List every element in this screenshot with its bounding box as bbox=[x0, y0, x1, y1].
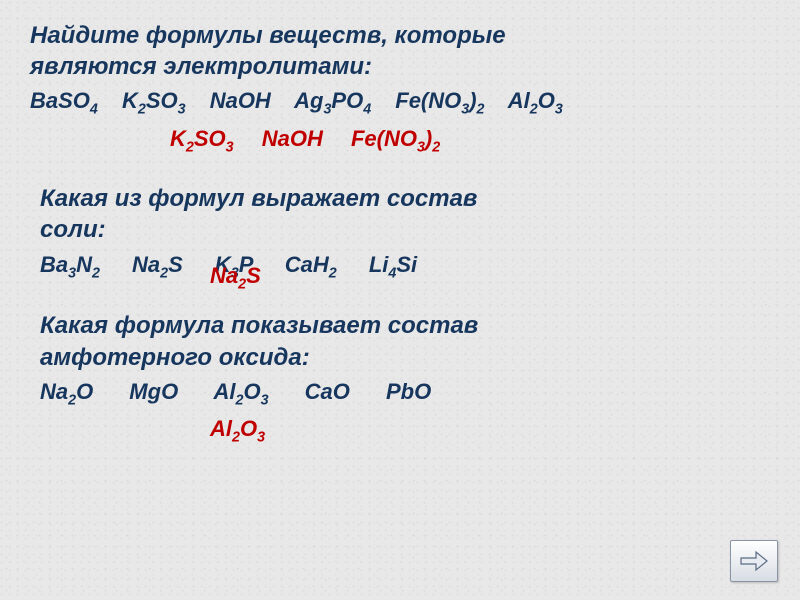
q3-line2: амфотерного оксида: bbox=[40, 342, 770, 373]
arrow-right-icon bbox=[739, 549, 769, 573]
next-button[interactable] bbox=[730, 540, 778, 582]
q1-formulas: BaSO4 K2SO3 NaOH Ag3PO4 Fe(NO3)2 Al2O3 bbox=[30, 86, 770, 119]
q3-formulas: Na2O MgO Al2O3 CaO PbO bbox=[40, 377, 770, 410]
q2-line2: соли: bbox=[40, 214, 770, 245]
q2-line1: Какая из формул выражает состав bbox=[40, 183, 770, 214]
q1-line1: Найдите формулы веществ, которые bbox=[30, 20, 770, 51]
q3-answer: Al2O3 bbox=[210, 416, 770, 445]
q3-line1: Какая формула показывает состав bbox=[40, 310, 770, 341]
q1-line2: являются электролитами: bbox=[30, 51, 770, 82]
q1-answer: K2SO3 NaOH Fe(NO3)2 bbox=[170, 126, 770, 155]
